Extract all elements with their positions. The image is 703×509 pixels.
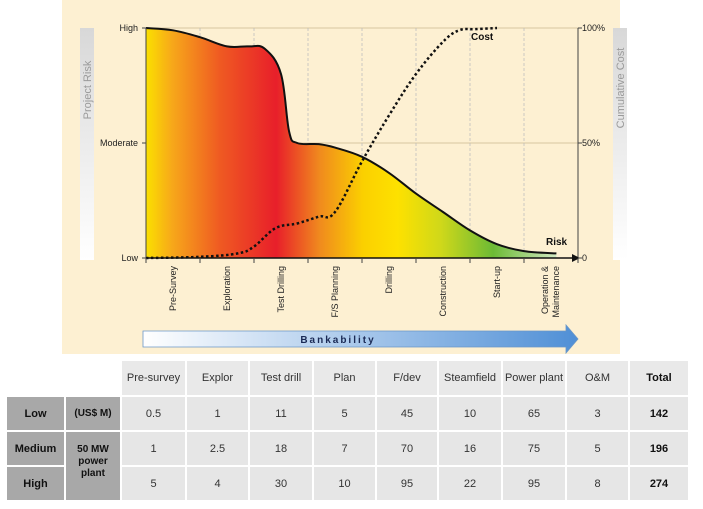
table-cell: 0.5 (122, 397, 185, 430)
table-cell: 70 (377, 432, 437, 465)
table-cell-total: 274 (630, 467, 688, 500)
left-tick-label: Moderate (100, 138, 138, 148)
table-cell: 95 (503, 467, 565, 500)
column-header: Plan (314, 361, 375, 395)
risk-line (145, 27, 557, 255)
unit-label: (US$ M) (66, 397, 120, 430)
right-tick-label: 50% (582, 138, 600, 148)
row-label: Medium (7, 432, 64, 465)
left-axis-title: Project Risk (82, 60, 94, 119)
table-cell: 45 (377, 397, 437, 430)
column-header: Test drill (250, 361, 312, 395)
column-header: Explor (187, 361, 248, 395)
row-label: Low (7, 397, 64, 430)
column-header-total: Total (630, 361, 688, 395)
table-header-row: Pre-survey Explor Test drill Plan F/dev … (7, 361, 688, 395)
phase-label: Exploration (222, 266, 232, 311)
risk-series-label: Risk (546, 237, 568, 248)
table-cell: 8 (567, 467, 628, 500)
phase-label: Operation &Maintenance (540, 266, 561, 318)
table-cell: 30 (250, 467, 312, 500)
right-axis-title-bar (613, 28, 627, 260)
table-cell: 5 (314, 397, 375, 430)
row-label: High (7, 467, 64, 500)
phase-label: Drilling (384, 266, 394, 294)
table-cell: 7 (314, 432, 375, 465)
phase-label: Construction (438, 266, 448, 317)
header-blank-2 (66, 361, 120, 395)
phase-label: Start-up (492, 266, 502, 298)
right-tick-label: 0 (582, 253, 587, 263)
table-cell: 65 (503, 397, 565, 430)
phase-label: Test Drilling (276, 266, 286, 313)
column-header: Steamfield (439, 361, 501, 395)
column-header: Pre-survey (122, 361, 185, 395)
table-cell: 16 (439, 432, 501, 465)
phase-label: Pre-Survey (168, 266, 178, 312)
table-row: High 5 4 30 10 95 22 95 8 274 (7, 467, 688, 500)
risk-cost-chart: Project Risk Cumulative Cost High Moderat… (80, 23, 627, 355)
left-tick-label: Low (121, 253, 138, 263)
column-header: Power plant (503, 361, 565, 395)
table-cell: 4 (187, 467, 248, 500)
left-axis-title-bar (80, 28, 94, 260)
table-cell: 3 (567, 397, 628, 430)
table-row: Low (US$ M) 0.5 1 11 5 45 10 65 3 142 (7, 397, 688, 430)
cost-series-label: Cost (471, 32, 494, 43)
table-cell: 75 (503, 432, 565, 465)
bankability-label: Bankability (300, 335, 375, 346)
table-cell: 10 (439, 397, 501, 430)
table-cell-total: 196 (630, 432, 688, 465)
table-cell: 22 (439, 467, 501, 500)
table-cell: 11 (250, 397, 312, 430)
tick-layer: High Moderate Low 100% 50% 0 Pre-Survey Explora… (100, 23, 605, 318)
x-axis-arrowhead (572, 254, 580, 262)
phase-label: F/S Planning (330, 266, 340, 318)
right-axis-title: Cumulative Cost (615, 48, 627, 129)
table-row: Medium 50 MW power plant 1 2.5 18 7 70 1… (7, 432, 688, 500)
table-cell: 2.5 (187, 432, 248, 465)
table-cell: 5 (122, 467, 185, 500)
cost-line (145, 26, 498, 260)
column-header: O&M (567, 361, 628, 395)
table-cell: 1 (187, 397, 248, 430)
column-header: F/dev (377, 361, 437, 395)
table-cell: 1 (122, 432, 185, 465)
table-cell: 18 (250, 432, 312, 465)
table-cell: 5 (567, 432, 628, 465)
header-blank-1 (7, 361, 64, 395)
left-tick-label: High (119, 23, 138, 33)
table-cell-total: 142 (630, 397, 688, 430)
table-cell: 95 (377, 467, 437, 500)
plant-label: 50 MW power plant (66, 432, 120, 500)
risk-area (146, 28, 557, 258)
cost-table: Pre-survey Explor Test drill Plan F/dev … (5, 359, 690, 502)
table-cell: 10 (314, 467, 375, 500)
bankability-arrow (142, 323, 579, 355)
right-tick-label: 100% (582, 23, 605, 33)
